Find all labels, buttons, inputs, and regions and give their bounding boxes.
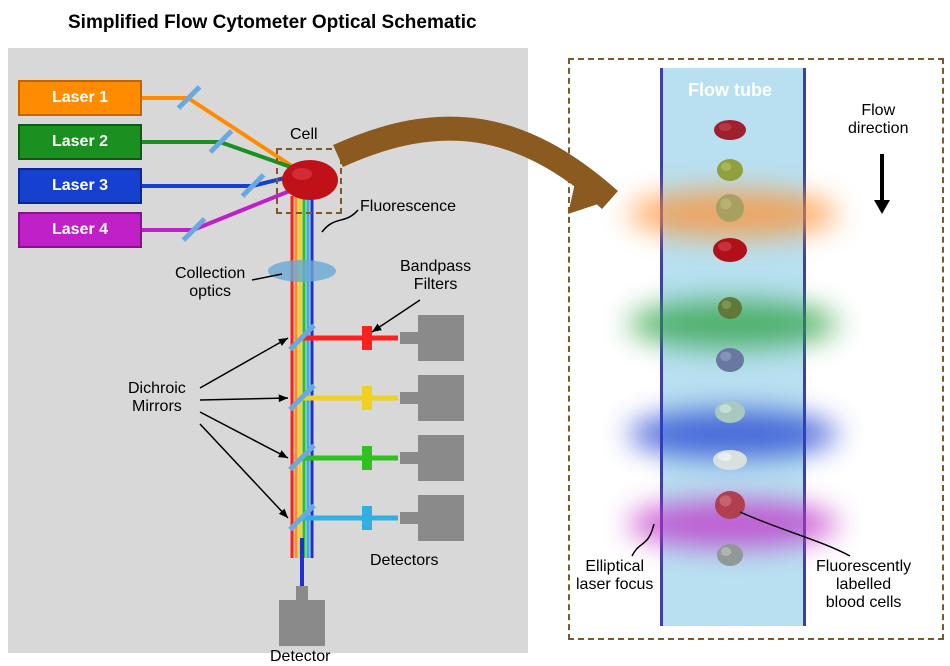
annotation-layer — [0, 0, 950, 660]
